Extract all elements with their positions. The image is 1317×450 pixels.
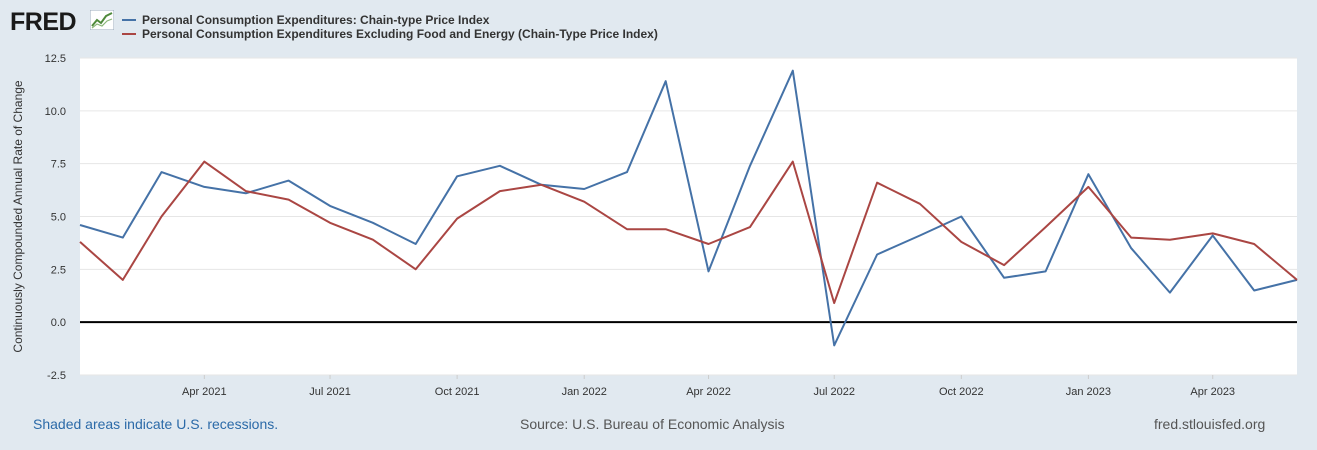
site-link[interactable]: fred.stlouisfed.org xyxy=(1154,416,1266,432)
y-tick-label: 5.0 xyxy=(51,212,66,224)
x-tick-label: Apr 2022 xyxy=(686,386,731,398)
y-tick-label: 0.0 xyxy=(51,317,66,329)
x-tick-label: Apr 2021 xyxy=(182,386,227,398)
x-tick-label: Oct 2021 xyxy=(435,386,480,398)
legend-item-series1[interactable]: Personal Consumption Expenditures: Chain… xyxy=(122,13,658,27)
recessions-note-link[interactable]: Shaded areas indicate U.S. recessions. xyxy=(33,416,279,432)
chart-line-icon xyxy=(90,10,114,30)
x-tick-label: Oct 2022 xyxy=(939,386,984,398)
y-axis-ticks: -2.5 0.0 2.5 5.0 7.5 10.0 12.5 xyxy=(45,53,66,382)
x-tick-label: Jan 2023 xyxy=(1066,386,1111,398)
x-tick-label: Apr 2023 xyxy=(1190,386,1235,398)
y-tick-label: 2.5 xyxy=(51,264,66,276)
legend-label-series2: Personal Consumption Expenditures Exclud… xyxy=(142,27,658,41)
legend-swatch-series1 xyxy=(122,19,136,21)
chart-header: FRED Personal Consumption Expenditures: … xyxy=(0,0,1317,50)
x-axis-ticks: Apr 2021 Jul 2021 Oct 2021 Jan 2022 Apr 2022… xyxy=(182,375,1235,398)
series-line-1[interactable] xyxy=(79,69,1298,347)
series-line-2[interactable] xyxy=(79,160,1298,305)
y-tick-label: 10.0 xyxy=(45,106,66,118)
series-lines xyxy=(79,69,1298,347)
y-axis-label: Continuously Compounded Annual Rate of C… xyxy=(11,80,25,353)
legend-swatch-series2 xyxy=(122,33,136,35)
legend-item-series2[interactable]: Personal Consumption Expenditures Exclud… xyxy=(122,27,658,41)
x-tick-label: Jul 2022 xyxy=(813,386,855,398)
source-note: Source: U.S. Bureau of Economic Analysis xyxy=(520,416,785,432)
y-tick-label: -2.5 xyxy=(47,370,66,382)
chart-legend: Personal Consumption Expenditures: Chain… xyxy=(122,13,658,41)
fred-logo[interactable]: FRED xyxy=(10,8,77,36)
y-tick-label: 12.5 xyxy=(45,53,66,65)
x-tick-label: Jul 2021 xyxy=(309,386,351,398)
gridlines xyxy=(80,57,1297,376)
legend-label-series1: Personal Consumption Expenditures: Chain… xyxy=(142,13,490,27)
y-tick-label: 7.5 xyxy=(51,159,66,171)
x-tick-label: Jan 2022 xyxy=(562,386,607,398)
line-chart: -2.5 0.0 2.5 5.0 7.5 10.0 12.5 Apr 2021 Jul 202… xyxy=(11,53,1298,398)
